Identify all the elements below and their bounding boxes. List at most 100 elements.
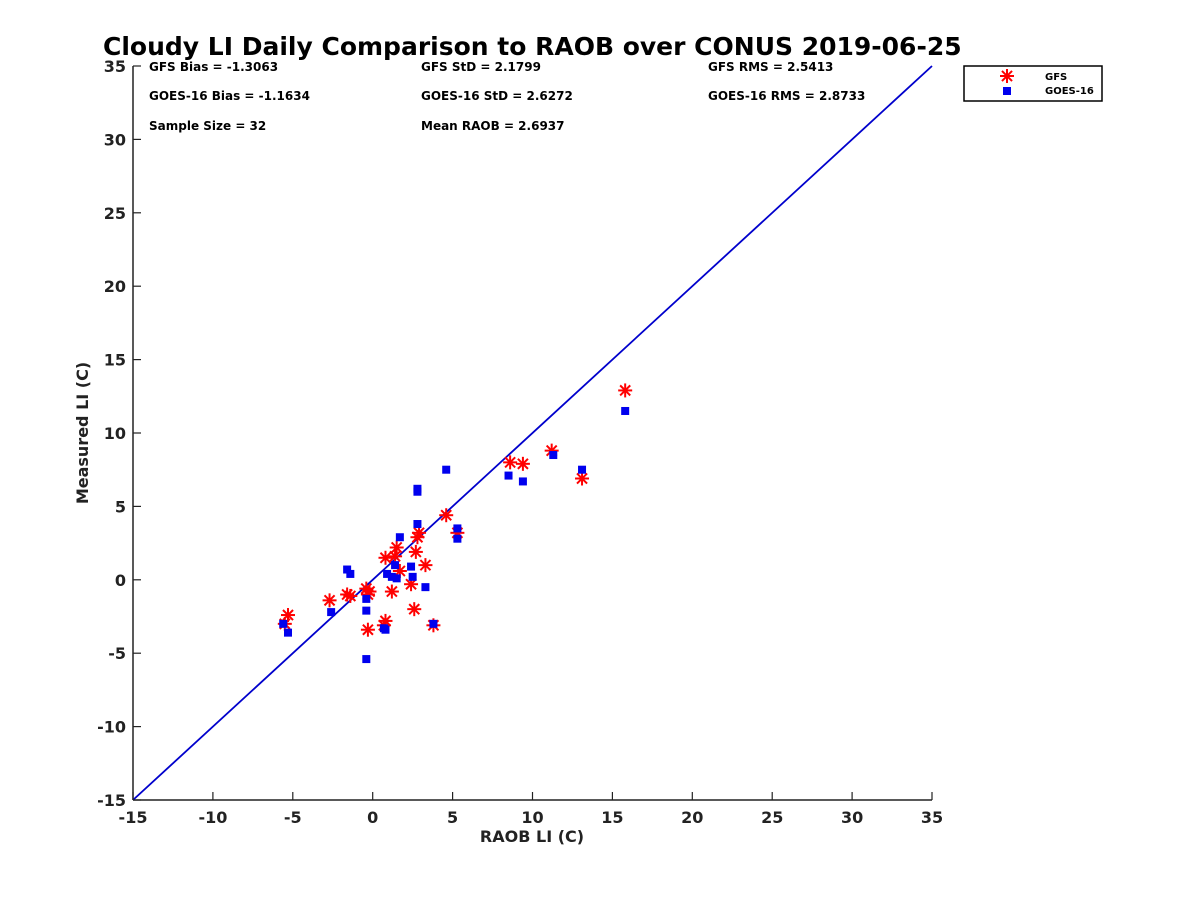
y-tick-label: 15 bbox=[104, 351, 126, 370]
y-tick-label: 30 bbox=[104, 130, 126, 149]
y-tick-label: -15 bbox=[97, 791, 126, 810]
goes-16-point bbox=[362, 606, 371, 615]
y-tick-label: 0 bbox=[115, 571, 126, 590]
goes-16-point bbox=[504, 471, 513, 480]
goes-16-point bbox=[408, 572, 417, 581]
goes-16-point bbox=[387, 572, 396, 581]
goes-16-point bbox=[362, 594, 371, 603]
goes-16-point bbox=[284, 628, 293, 637]
x-axis-label: RAOB LI (C) bbox=[480, 827, 584, 846]
gfs-point bbox=[418, 558, 433, 573]
legend-goes-marker bbox=[1003, 87, 1011, 95]
goes-16-point bbox=[442, 465, 451, 474]
legend-gfs-label: GFS bbox=[1045, 72, 1067, 83]
gfs-point bbox=[343, 588, 358, 603]
y-axis-label: Measured LI (C) bbox=[73, 362, 92, 504]
goes-16-point bbox=[407, 562, 416, 571]
stat-sample-size: Sample Size = 32 bbox=[149, 119, 266, 133]
y-tick-label: 10 bbox=[104, 424, 126, 443]
gfs-point bbox=[378, 550, 393, 565]
gfs-point bbox=[515, 456, 530, 471]
stat-goes-std: GOES-16 StD = 2.6272 bbox=[421, 89, 573, 103]
legend-gfs-marker bbox=[1000, 69, 1014, 83]
gfs-point bbox=[384, 584, 399, 599]
asterisk-stroke bbox=[390, 541, 403, 554]
asterisk-stroke bbox=[517, 458, 529, 470]
asterisk-stroke bbox=[282, 609, 294, 621]
goes-16-point bbox=[413, 484, 422, 493]
gfs-point bbox=[281, 608, 296, 623]
asterisk-stroke bbox=[413, 527, 425, 539]
legend-goes-square bbox=[1003, 87, 1011, 95]
gfs-point bbox=[412, 525, 427, 540]
asterisk-stroke bbox=[410, 546, 422, 558]
goes-16-point bbox=[578, 465, 587, 474]
series-goes-16 bbox=[279, 406, 630, 664]
legend-goes-label: GOES-16 bbox=[1045, 86, 1094, 97]
x-tick-label: -5 bbox=[284, 808, 302, 827]
asterisk-stroke bbox=[408, 603, 420, 615]
x-tick-label: 25 bbox=[761, 808, 783, 827]
one-to-one-line bbox=[132, 65, 933, 801]
axis-ticks: -15 -10 -5 0 5 10 15 20 25 30 35 -15 -10 -5 0 5 10 15 20 25… bbox=[97, 57, 943, 827]
stat-mean-raob: Mean RAOB = 2.6937 bbox=[421, 119, 565, 133]
gfs-point bbox=[388, 549, 403, 564]
legend-gfs-asterisk bbox=[1000, 69, 1014, 83]
gfs-point bbox=[322, 593, 337, 608]
x-tick-label: 20 bbox=[681, 808, 703, 827]
goes-16-point bbox=[279, 619, 288, 628]
goes-16-point bbox=[621, 406, 630, 415]
stat-goes-bias: GOES-16 Bias = -1.1634 bbox=[149, 89, 310, 103]
goes-16-point bbox=[395, 533, 404, 542]
gfs-point bbox=[439, 508, 454, 523]
x-tick-label: 35 bbox=[921, 808, 943, 827]
asterisk-stroke bbox=[440, 509, 452, 521]
x-tick-label: 5 bbox=[447, 808, 458, 827]
goes-16-point bbox=[327, 608, 336, 617]
x-tick-label: -10 bbox=[198, 808, 227, 827]
asterisk-stroke bbox=[344, 590, 357, 602]
goes-16-point bbox=[383, 569, 392, 578]
asterisk-stroke bbox=[389, 550, 401, 563]
asterisk-stroke bbox=[419, 559, 432, 571]
asterisk-stroke bbox=[619, 384, 631, 397]
goes-16-point bbox=[362, 655, 371, 664]
gfs-point bbox=[575, 471, 590, 486]
goes-16-point bbox=[453, 524, 462, 533]
x-tick-label: 30 bbox=[841, 808, 863, 827]
legend: GFS GOES-16 bbox=[963, 65, 1103, 102]
goes-16-point bbox=[518, 477, 527, 486]
gfs-point bbox=[408, 544, 423, 559]
goes-16-point bbox=[381, 625, 390, 634]
x-tick-label: 10 bbox=[521, 808, 543, 827]
asterisk-stroke bbox=[379, 552, 392, 564]
gfs-point bbox=[360, 622, 375, 637]
asterisk-stroke bbox=[545, 444, 558, 457]
x-tick-label: -15 bbox=[119, 808, 148, 827]
asterisk-stroke bbox=[362, 623, 374, 636]
y-tick-label: 20 bbox=[104, 277, 126, 296]
x-tick-label: 15 bbox=[601, 808, 623, 827]
goes-16-point bbox=[421, 583, 430, 592]
goes-16-point bbox=[453, 534, 462, 543]
asterisk-stroke bbox=[386, 585, 398, 598]
y-tick-label: 35 bbox=[104, 57, 126, 76]
y-tick-label: -5 bbox=[108, 644, 126, 663]
stat-gfs-bias: GFS Bias = -1.3063 bbox=[149, 60, 278, 74]
asterisk-stroke bbox=[504, 456, 516, 469]
stats-annotations: GFS Bias = -1.3063 GFS StD = 2.1799 GFS … bbox=[149, 60, 865, 133]
chart-title: Cloudy LI Daily Comparison to RAOB over … bbox=[103, 32, 962, 61]
stat-goes-rms: GOES-16 RMS = 2.8733 bbox=[708, 89, 865, 103]
gfs-point bbox=[389, 540, 404, 555]
asterisk-stroke bbox=[323, 594, 336, 607]
goes-16-point bbox=[392, 574, 401, 583]
gfs-point bbox=[407, 602, 422, 617]
gfs-point bbox=[503, 455, 518, 470]
goes-16-point bbox=[343, 565, 352, 574]
goes-16-point bbox=[549, 451, 558, 460]
x-tick-label: 0 bbox=[367, 808, 378, 827]
goes-16-point bbox=[391, 561, 400, 570]
goes-16-point bbox=[413, 520, 422, 529]
y-tick-label: -10 bbox=[97, 718, 126, 737]
y-tick-label: 5 bbox=[115, 497, 126, 516]
